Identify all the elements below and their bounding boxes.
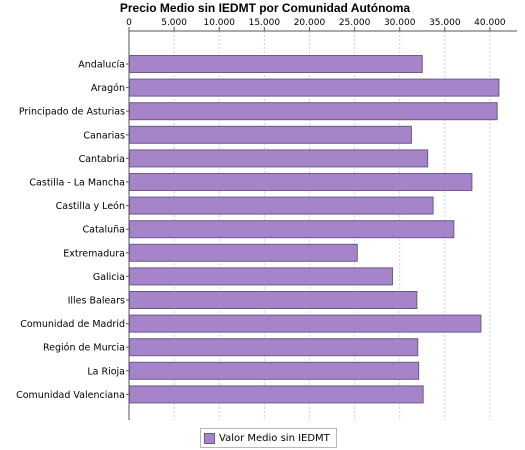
category-label: Comunidad Valenciana: [16, 390, 125, 401]
legend-swatch: [204, 432, 215, 444]
category-label: Andalucía: [78, 60, 125, 71]
bar: [129, 291, 418, 309]
bar: [129, 125, 412, 144]
category-label: Aragón: [91, 83, 125, 94]
category-label: La Rioja: [87, 366, 125, 377]
category-label: Cantabria: [79, 154, 125, 165]
x-tick-label: 40.000: [474, 18, 506, 28]
bar: [129, 361, 420, 380]
bar: [129, 149, 429, 168]
legend-label: Valor Medio sin IEDMT: [219, 432, 330, 444]
x-tick-label: 0: [126, 18, 132, 28]
category-label: Principado de Asturias: [19, 107, 125, 118]
x-tick-label: 5.000: [161, 18, 187, 28]
bar: [129, 55, 423, 73]
x-tick-label: 15.000: [249, 18, 281, 28]
bar: [129, 385, 424, 404]
x-tick-label: 20.000: [294, 18, 326, 28]
category-label: Castilla - La Mancha: [29, 178, 125, 189]
x-tick-label: 10.000: [203, 18, 235, 28]
category-label: Región de Murcia: [43, 343, 125, 354]
category-label: Canarias: [83, 130, 125, 141]
category-label: Galicia: [93, 272, 125, 283]
bars-layer: [129, 55, 500, 404]
legend: Valor Medio sin IEDMT: [200, 428, 337, 448]
x-tick-label: 25.000: [339, 18, 371, 28]
category-label: Extremadura: [63, 248, 125, 259]
category-label: Illes Balears: [68, 296, 125, 307]
category-label: Comunidad de Madrid: [20, 319, 125, 330]
axis-layer: 0 5.000 10.000 15.000 20.000 25.000 30.000 35.0…: [126, 18, 517, 420]
bar: [129, 338, 419, 357]
bar: [129, 267, 393, 286]
chart-title: Precio Medio sin IEDMT por Comunidad Aut…: [120, 1, 411, 15]
bar: [129, 78, 500, 97]
x-tick-label: 35.000: [429, 18, 461, 28]
category-labels: Andalucía Aragón Principado de Asturias Can…: [16, 60, 125, 401]
bar: [129, 102, 498, 121]
category-label: Cataluña: [82, 225, 125, 236]
bar: [129, 220, 455, 239]
bar: [129, 196, 434, 215]
bar: [129, 314, 482, 333]
category-label: Castilla y León: [56, 201, 125, 212]
x-tick-label: 30.000: [384, 18, 416, 28]
bar: [129, 173, 473, 191]
bar: [129, 243, 358, 262]
